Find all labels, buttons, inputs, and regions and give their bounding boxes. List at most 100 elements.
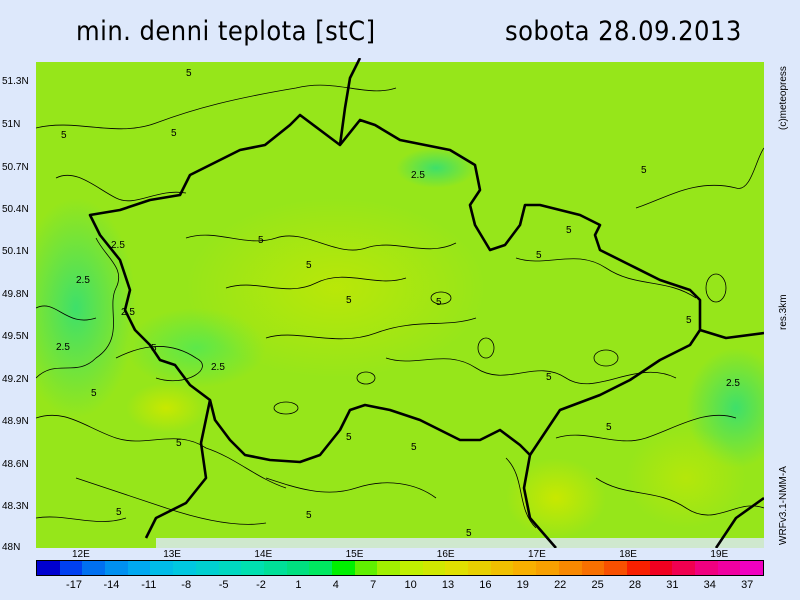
colorbar-swatch — [218, 561, 242, 575]
cool-region — [36, 198, 136, 418]
contour-label: 5 — [686, 315, 692, 326]
colorbar-label: 13 — [441, 579, 455, 591]
warm-region — [626, 428, 746, 528]
colorbar — [36, 560, 764, 576]
colorbar-label: 25 — [591, 579, 604, 591]
latitude-label: 50.4N — [2, 204, 29, 215]
colorbar-swatch — [241, 561, 264, 575]
colorbar-label: -8 — [181, 579, 192, 591]
contour-label: 2.5 — [726, 378, 740, 389]
contour-labels: 5 5 5 2.5 2.5 2.5 2.5 2.5 5 2.5 5 5 5 5 5 5 5 5 5 2.5 5 5 5 5 5 5… — [56, 68, 740, 539]
colorbar-label: 28 — [628, 579, 642, 591]
colorbar-label: 4 — [332, 579, 339, 591]
colorbar-label: -14 — [103, 579, 120, 591]
longitude-label: 19E — [710, 549, 729, 560]
contour-label: 5 — [61, 130, 67, 141]
resolution-label: res.3km — [778, 294, 789, 330]
colorbar-swatch — [173, 561, 196, 575]
colorbar-label: 31 — [666, 579, 679, 591]
colorbar-swatch — [468, 561, 491, 575]
contour-label: 5 — [151, 343, 157, 354]
copyright-label: (c)meteopress — [778, 66, 789, 130]
colorbar-label: -17 — [66, 579, 82, 591]
contour-label: 5 — [176, 438, 182, 449]
cool-region — [396, 148, 476, 188]
latitude-label: 48.6N — [2, 459, 29, 470]
longitude-label: 16E — [436, 549, 455, 560]
contour-label: 5 — [411, 442, 417, 453]
colorbar-swatch — [82, 561, 106, 575]
contour-label: 5 — [116, 507, 122, 518]
colorbar-swatch — [127, 561, 151, 575]
germany-poland-border — [338, 58, 362, 146]
colorbar-swatch — [740, 561, 763, 575]
germany-austria-border — [144, 399, 212, 539]
longitude-label: 14E — [254, 549, 273, 560]
contour-label: 5 — [536, 250, 542, 261]
contour-label: 5 — [436, 297, 442, 308]
colorbar-swatch — [445, 561, 469, 575]
no-data-strip — [156, 538, 764, 548]
contour-label: 5 — [91, 388, 97, 399]
longitude-label: 13E — [163, 549, 181, 560]
latitude-label: 49.5N — [2, 331, 29, 342]
colorbar-swatch — [672, 561, 695, 575]
colorbar-swatch — [626, 561, 650, 575]
contour-label: 5 — [346, 432, 352, 443]
latitude-label: 48.9N — [2, 416, 29, 427]
latitude-label: 49.8N — [2, 289, 29, 300]
colorbar-swatch — [195, 561, 219, 575]
colorbar-swatch — [37, 561, 60, 575]
colorbar-swatch — [490, 561, 514, 575]
longitude-label: 12E — [72, 549, 90, 560]
colorbar-label: 1 — [295, 579, 302, 591]
contour-label: 5 — [566, 225, 572, 236]
country-borders — [88, 58, 764, 548]
latitude-label: 48N — [2, 542, 21, 553]
colorbar-label: 16 — [479, 579, 492, 591]
colorbar-swatch — [400, 561, 423, 575]
slovakia-hungary-border — [714, 496, 764, 548]
warm-region — [186, 198, 486, 378]
latitude-label: 50.7N — [2, 162, 29, 173]
colorbar-label: 7 — [370, 579, 377, 591]
colorbar-swatch — [604, 561, 627, 575]
colorbar-swatch — [694, 561, 718, 575]
colorbar-label: 10 — [404, 579, 417, 591]
map-date: sobota 28.09.2013 — [505, 16, 742, 47]
contour-label: 5 — [258, 235, 264, 246]
colorbar-label: 19 — [516, 579, 529, 591]
colorbar-swatch — [150, 561, 174, 575]
temperature-map: 5 5 5 2.5 2.5 2.5 2.5 2.5 5 2.5 5 5 5 5 5 5 5 5 5 2.5 5 5 5 5 5 5… — [36, 58, 764, 548]
contour-label: 2.5 — [56, 342, 70, 353]
slovakia-poland-border — [699, 328, 764, 340]
colorbar-label: 34 — [703, 579, 716, 591]
contour-label: 5 — [186, 68, 192, 79]
contour-label: 5 — [171, 128, 177, 139]
colorbar-swatch — [263, 561, 287, 575]
longitude-label: 17E — [528, 549, 546, 560]
colorbar-label: -5 — [218, 579, 229, 591]
colorbar-swatch — [309, 561, 332, 575]
austria-slovakia-border — [522, 454, 557, 548]
colorbar-swatch — [717, 561, 741, 575]
contour-label: 2.5 — [76, 275, 90, 286]
contour-label: 5 — [606, 422, 612, 433]
contour-label: 5 — [306, 510, 312, 521]
latitude-label: 49.2N — [2, 374, 29, 385]
longitude-label: 18E — [619, 549, 637, 560]
colorbar-swatch — [354, 561, 378, 575]
colorbar-swatch — [331, 561, 355, 575]
warm-region — [126, 383, 206, 433]
contour-label: 5 — [641, 165, 647, 176]
map-title: min. denni teplota [stC] — [76, 16, 376, 47]
contour-label: 2.5 — [121, 307, 135, 318]
colorbar-swatch — [105, 561, 128, 575]
contour-lines — [36, 84, 764, 529]
colorbar-label: -2 — [256, 579, 266, 591]
contour-label: 5 — [306, 260, 312, 271]
latitude-label: 50.1N — [2, 246, 29, 257]
model-label: WRFv3.1-NMM-A — [778, 466, 789, 545]
colorbar-swatch — [536, 561, 559, 575]
colorbar-swatch — [581, 561, 605, 575]
